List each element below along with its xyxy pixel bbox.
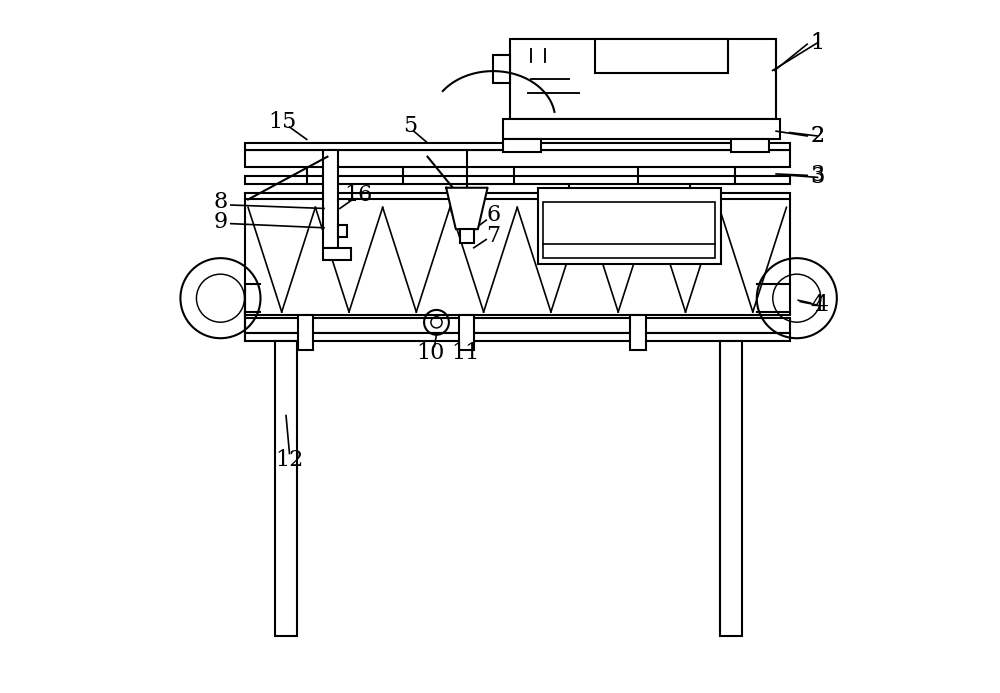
Text: 1: 1 — [810, 32, 825, 54]
Text: 8: 8 — [213, 191, 228, 213]
Bar — [493, 55, 510, 83]
Text: 9: 9 — [213, 211, 228, 234]
Polygon shape — [446, 188, 488, 229]
Bar — [720, 341, 742, 636]
Text: 12: 12 — [275, 449, 304, 471]
Text: 2: 2 — [810, 125, 825, 147]
Text: 1: 1 — [810, 32, 825, 54]
Text: 6: 6 — [486, 204, 500, 227]
Bar — [543, 202, 715, 258]
Bar — [538, 188, 721, 263]
Text: 3: 3 — [810, 164, 825, 186]
Text: 7: 7 — [486, 225, 500, 247]
Text: 4: 4 — [810, 294, 825, 316]
Bar — [459, 315, 474, 350]
Bar — [731, 139, 769, 152]
Text: 4: 4 — [814, 294, 828, 316]
Text: 2: 2 — [810, 125, 825, 147]
Text: 16: 16 — [344, 184, 373, 206]
Bar — [338, 225, 347, 238]
Text: 3: 3 — [810, 166, 825, 188]
Text: 15: 15 — [268, 111, 297, 133]
Bar — [245, 150, 790, 167]
Bar — [503, 139, 541, 152]
Text: 5: 5 — [403, 114, 417, 137]
Bar — [630, 315, 646, 350]
Bar — [245, 193, 790, 315]
Bar — [245, 176, 790, 184]
Bar — [460, 229, 474, 243]
Bar — [245, 143, 790, 150]
Bar — [503, 119, 780, 139]
Bar — [275, 341, 297, 636]
Bar — [245, 317, 790, 333]
Bar — [323, 150, 338, 248]
Bar — [298, 315, 313, 350]
Bar — [510, 40, 776, 119]
Bar — [245, 333, 790, 341]
Text: 10: 10 — [417, 342, 445, 365]
Bar — [595, 40, 728, 73]
Text: 11: 11 — [451, 342, 480, 365]
Bar — [323, 248, 351, 261]
